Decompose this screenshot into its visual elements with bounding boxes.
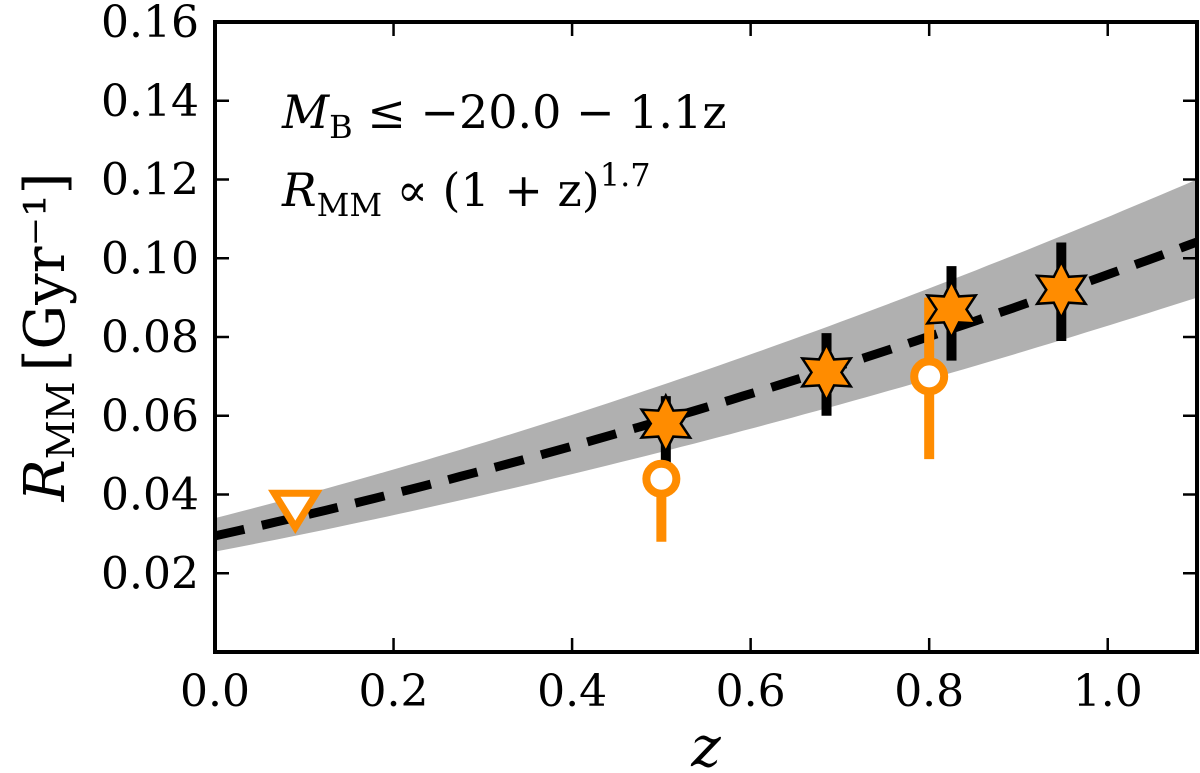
annotation-magnitude-cut: MB ≤ −20.0 − 1.1z	[281, 85, 727, 146]
y-tick-label: 0.14	[101, 76, 199, 127]
open-triangle-marker	[268, 489, 323, 534]
y-tick-label: 0.16	[101, 0, 199, 48]
fit-line-layer	[215, 237, 1197, 541]
annotation-rate-symbol: R	[281, 163, 317, 217]
y-axis-label-sub: MM	[39, 381, 83, 459]
x-tick-label: 0.8	[894, 666, 964, 717]
annotation-rate-exponent: 1.7	[600, 156, 651, 194]
x-tick-label: 1.0	[1073, 666, 1143, 717]
y-axis-label: RMM [Gyr⁻¹]	[13, 173, 83, 503]
x-tick-label: 0.2	[359, 666, 429, 717]
annotation-rate-sub: MM	[317, 186, 383, 224]
star-marker	[639, 392, 693, 455]
x-axis-label: z	[690, 715, 721, 773]
uncertainty-band	[215, 179, 1197, 552]
annotation-magnitude-expr: ≤ −20.0 − 1.1z	[353, 85, 727, 139]
marker-layer	[268, 259, 1089, 534]
fit-line	[215, 237, 1197, 541]
x-tick-label: 0.0	[180, 666, 250, 717]
open-circle-marker	[642, 459, 681, 498]
y-tick-label: 0.10	[101, 233, 199, 284]
x-tick-label: 0.4	[537, 666, 607, 717]
y-tick-label: 0.08	[101, 312, 199, 363]
star-marker	[1034, 259, 1089, 321]
open-circle-marker	[910, 357, 949, 396]
y-axis-label-unit: [Gyr⁻¹]	[13, 173, 78, 372]
annotation-rate-expr: ∝ (1 + z)	[382, 163, 600, 217]
y-tick-label: 0.04	[101, 470, 199, 521]
x-tick-label: 0.6	[716, 666, 786, 717]
annotation-rate-scaling: RMM ∝ (1 + z)1.7	[281, 156, 651, 224]
y-tick-label: 0.12	[101, 155, 199, 206]
y-tick-label: 0.06	[101, 391, 199, 442]
annotation-magnitude-sub: B	[329, 108, 353, 146]
uncertainty-band-layer	[215, 179, 1197, 552]
annotation-magnitude-symbol: M	[281, 85, 331, 139]
star-marker	[799, 341, 854, 404]
star-marker	[924, 278, 979, 341]
y-tick-label: 0.02	[101, 548, 199, 599]
y-axis-label-main: R	[13, 459, 78, 502]
tick-layer: 0.0 0.2 0.4 0.6 0.8 1.0 0.02 0.04 0.06 0.08 0.10 0.…	[101, 0, 1197, 717]
